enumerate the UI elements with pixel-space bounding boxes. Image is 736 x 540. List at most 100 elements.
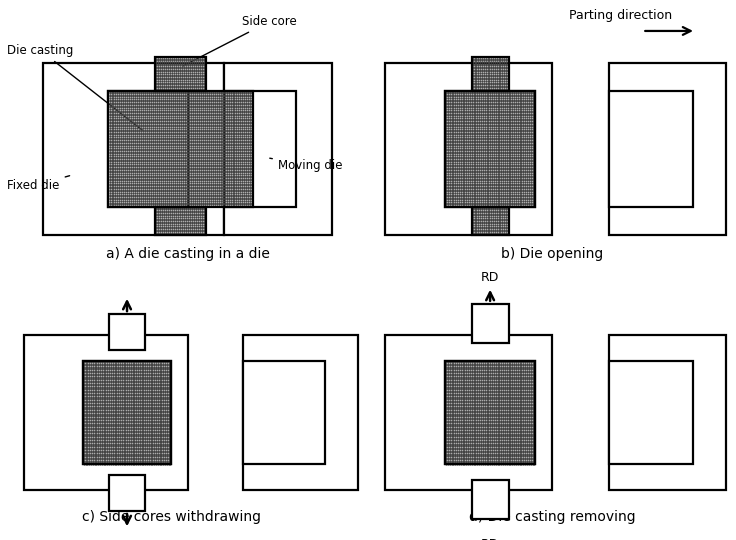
Point	[144, 119, 155, 127]
Point	[195, 183, 207, 191]
Point	[499, 415, 511, 424]
Point	[224, 162, 236, 171]
Point	[481, 130, 492, 139]
Point	[490, 364, 502, 373]
Point	[82, 375, 93, 384]
Point	[141, 154, 153, 163]
Point	[94, 396, 106, 405]
Point	[501, 141, 513, 150]
Point	[440, 445, 452, 454]
Point	[506, 129, 518, 137]
Point	[193, 124, 205, 132]
Point	[149, 168, 161, 177]
Point	[112, 375, 124, 384]
Point	[521, 408, 533, 416]
Point	[103, 443, 115, 452]
Point	[455, 116, 467, 125]
Point	[192, 53, 204, 62]
Point	[165, 114, 177, 123]
Point	[483, 132, 495, 140]
Point	[520, 114, 531, 123]
Point	[98, 442, 110, 451]
Point	[152, 362, 163, 371]
Point	[152, 375, 163, 384]
Point	[112, 382, 124, 391]
Point	[158, 201, 169, 210]
Point	[506, 396, 518, 405]
Point	[470, 388, 481, 396]
Point	[461, 361, 473, 369]
Point	[484, 125, 496, 134]
Point	[82, 387, 93, 395]
Point	[229, 137, 241, 145]
Point	[165, 451, 177, 460]
Point	[510, 87, 522, 96]
Point	[152, 388, 163, 396]
Point	[139, 111, 151, 120]
Point	[470, 103, 481, 112]
Point	[464, 176, 476, 185]
Point	[91, 360, 102, 368]
Point	[499, 358, 511, 367]
Point	[145, 93, 157, 102]
Point	[167, 192, 179, 200]
Point	[494, 93, 506, 102]
Point	[512, 201, 524, 210]
Point	[523, 368, 535, 376]
Point	[78, 429, 90, 438]
Point	[230, 138, 242, 147]
Point	[512, 108, 524, 117]
Point	[447, 442, 459, 451]
Point	[499, 184, 511, 193]
Point	[453, 181, 465, 190]
Point	[520, 367, 531, 375]
Point	[151, 111, 163, 120]
Point	[193, 197, 205, 205]
Point	[486, 442, 498, 451]
Point	[477, 427, 489, 435]
Point	[132, 375, 144, 384]
Point	[113, 146, 125, 154]
Point	[455, 114, 467, 123]
Point	[481, 53, 493, 62]
Point	[155, 173, 167, 181]
Point	[461, 116, 473, 125]
Point	[185, 132, 197, 140]
Point	[475, 435, 487, 444]
Point	[173, 92, 185, 101]
Point	[468, 98, 480, 107]
Point	[107, 419, 118, 428]
Point	[99, 452, 111, 461]
Point	[138, 455, 149, 463]
Point	[227, 160, 238, 169]
Point	[129, 368, 141, 376]
Point	[473, 394, 485, 402]
Point	[495, 407, 507, 415]
Point	[461, 181, 473, 190]
Point	[227, 146, 238, 154]
Point	[139, 102, 151, 110]
Point	[466, 95, 478, 104]
Point	[483, 395, 495, 404]
Point	[163, 449, 174, 458]
Point	[152, 228, 164, 237]
Point	[112, 365, 124, 374]
Point	[132, 127, 144, 136]
Point	[205, 197, 216, 205]
Point	[163, 157, 175, 166]
Point	[446, 436, 458, 445]
Point	[528, 445, 540, 454]
Point	[145, 152, 157, 161]
Point	[520, 157, 531, 166]
Point	[175, 103, 187, 112]
Point	[151, 168, 163, 177]
Point	[492, 159, 503, 167]
Point	[469, 82, 481, 90]
Point	[160, 211, 172, 220]
Point	[512, 361, 524, 369]
Point	[130, 192, 141, 200]
Point	[517, 422, 529, 431]
Point	[197, 55, 208, 63]
Point	[139, 374, 151, 382]
Point	[154, 451, 166, 460]
